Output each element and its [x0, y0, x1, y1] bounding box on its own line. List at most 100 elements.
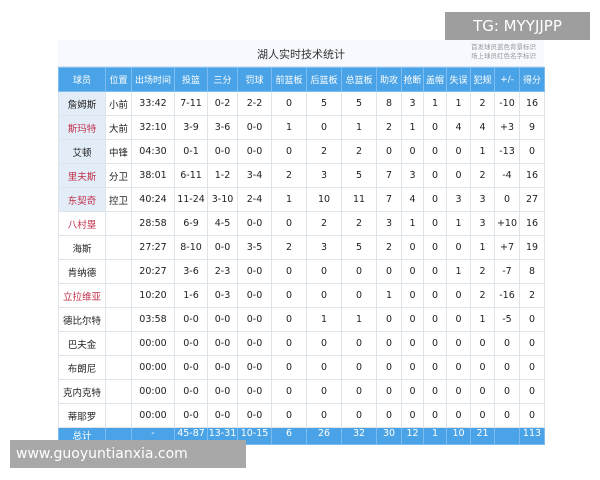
- stat-cell: 2: [470, 283, 495, 308]
- column-header: 球员: [58, 67, 106, 92]
- stat-cell: 0: [446, 403, 471, 428]
- stat-cell: 1: [401, 211, 424, 236]
- stat-cell: 2: [470, 259, 495, 284]
- stat-cell: 0-0: [174, 331, 208, 356]
- stat-cell: 1: [470, 235, 495, 260]
- stat-cell: 7-11: [174, 91, 208, 116]
- stat-cell: [105, 379, 132, 404]
- stat-cell: -13: [494, 139, 520, 164]
- stat-cell: 0-2: [207, 91, 238, 116]
- stat-cell: 0-0: [237, 115, 272, 140]
- stat-cell: 0-0: [237, 379, 272, 404]
- stat-cell: 3: [306, 163, 342, 188]
- stat-cell: +3: [494, 115, 520, 140]
- stat-cell: 28:58: [131, 211, 175, 236]
- stat-cell: 3-6: [174, 259, 208, 284]
- stat-cell: 0-0: [174, 379, 208, 404]
- stat-cell: 0-0: [174, 403, 208, 428]
- column-header: 后篮板: [306, 67, 342, 92]
- stat-cell: 0: [271, 211, 307, 236]
- stat-cell: 0-0: [207, 379, 238, 404]
- stat-cell: 0: [271, 307, 307, 332]
- stat-cell: 2: [376, 235, 402, 260]
- stat-cell: 0: [423, 259, 447, 284]
- stat-cell: 0: [446, 235, 471, 260]
- stat-cell: 3: [306, 235, 342, 260]
- stat-cell: 0: [376, 139, 402, 164]
- player-name: 斯玛特: [58, 115, 106, 140]
- stat-cell: 20:27: [131, 259, 175, 284]
- player-name: 蒂耶罗: [58, 403, 106, 428]
- stat-cell: 0-0: [174, 355, 208, 380]
- stat-cell: -10: [494, 91, 520, 116]
- stat-cell: 5: [306, 91, 342, 116]
- player-name: 詹姆斯: [58, 91, 106, 116]
- stat-cell: 27: [519, 187, 545, 212]
- stat-cell: 0: [423, 115, 447, 140]
- column-header: 前篮板: [271, 67, 307, 92]
- stat-cell: 0: [423, 403, 447, 428]
- player-row: 巴夫金 00:00 0-0 0-0 0-0 0 0 0 0 0 0 0 0 0 0: [58, 331, 545, 356]
- stat-cell: 0: [306, 259, 342, 284]
- stat-cell: 1-2: [207, 163, 238, 188]
- player-name: 东契奇: [58, 187, 106, 212]
- stat-cell: 32:10: [131, 115, 175, 140]
- stat-cell: 04:30: [131, 139, 175, 164]
- stat-cell: 2-3: [207, 259, 238, 284]
- stat-cell: 3: [401, 163, 424, 188]
- stat-cell: 0: [446, 379, 471, 404]
- stat-cell: 4: [470, 115, 495, 140]
- stat-cell: 3: [470, 187, 495, 212]
- stat-cell: 1: [446, 91, 471, 116]
- stat-cell: 0: [470, 331, 495, 356]
- stat-cell: 0-0: [237, 211, 272, 236]
- player-row: 海斯 27:27 8-10 0-0 3-5 2 3 5 2 0 0 0 1 +7 19: [58, 235, 545, 260]
- player-row: 里夫斯 分卫 38:01 6-11 1-2 3-4 2 3 5 7 3 0 0 2 -4 16: [58, 163, 545, 188]
- stat-cell: 0: [341, 331, 377, 356]
- stat-cell: 1: [446, 259, 471, 284]
- stat-cell: -7: [494, 259, 520, 284]
- stat-cell: 1: [376, 283, 402, 308]
- stat-cell: -5: [494, 307, 520, 332]
- stat-cell: 1: [470, 139, 495, 164]
- column-header: 盖帽: [423, 67, 447, 92]
- stat-cell: 0: [519, 355, 545, 380]
- stat-cell: 2-4: [237, 187, 272, 212]
- stat-cell: 0: [423, 211, 447, 236]
- stat-cell: 0: [519, 139, 545, 164]
- stat-cell: 2: [470, 91, 495, 116]
- stat-cell: 1: [401, 115, 424, 140]
- stat-cell: 0: [401, 283, 424, 308]
- stat-cell: 1-6: [174, 283, 208, 308]
- stat-cell: 分卫: [105, 163, 132, 188]
- stat-cell: [105, 235, 132, 260]
- stat-cell: 2-2: [237, 91, 272, 116]
- player-name: 立拉维亚: [58, 283, 106, 308]
- stat-cell: 16: [519, 211, 545, 236]
- stat-cell: 0: [306, 331, 342, 356]
- stat-cell: [105, 283, 132, 308]
- total-cell: 113: [519, 427, 545, 445]
- stat-cell: 0: [494, 379, 520, 404]
- stat-cell: 0-0: [237, 355, 272, 380]
- stat-cell: 0: [446, 163, 471, 188]
- stat-cell: 0: [470, 403, 495, 428]
- player-row: 布朗尼 00:00 0-0 0-0 0-0 0 0 0 0 0 0 0 0 0 0: [58, 355, 545, 380]
- stat-cell: 4: [401, 187, 424, 212]
- player-row: 蒂耶罗 00:00 0-0 0-0 0-0 0 0 0 0 0 0 0 0 0 0: [58, 403, 545, 428]
- stat-cell: 0: [376, 379, 402, 404]
- column-header: 出场时间: [131, 67, 175, 92]
- stat-cell: 2: [306, 211, 342, 236]
- player-name: 布朗尼: [58, 355, 106, 380]
- stat-cell: 2: [519, 283, 545, 308]
- total-cell: 26: [306, 427, 342, 445]
- stat-cell: 0: [519, 307, 545, 332]
- stat-cell: 38:01: [131, 163, 175, 188]
- stat-cell: 16: [519, 91, 545, 116]
- stat-cell: 00:00: [131, 379, 175, 404]
- stat-cell: 0-0: [237, 259, 272, 284]
- stat-cell: 3-6: [207, 115, 238, 140]
- stat-cell: 0-0: [237, 139, 272, 164]
- stat-cell: 6-11: [174, 163, 208, 188]
- stat-cell: 0: [401, 307, 424, 332]
